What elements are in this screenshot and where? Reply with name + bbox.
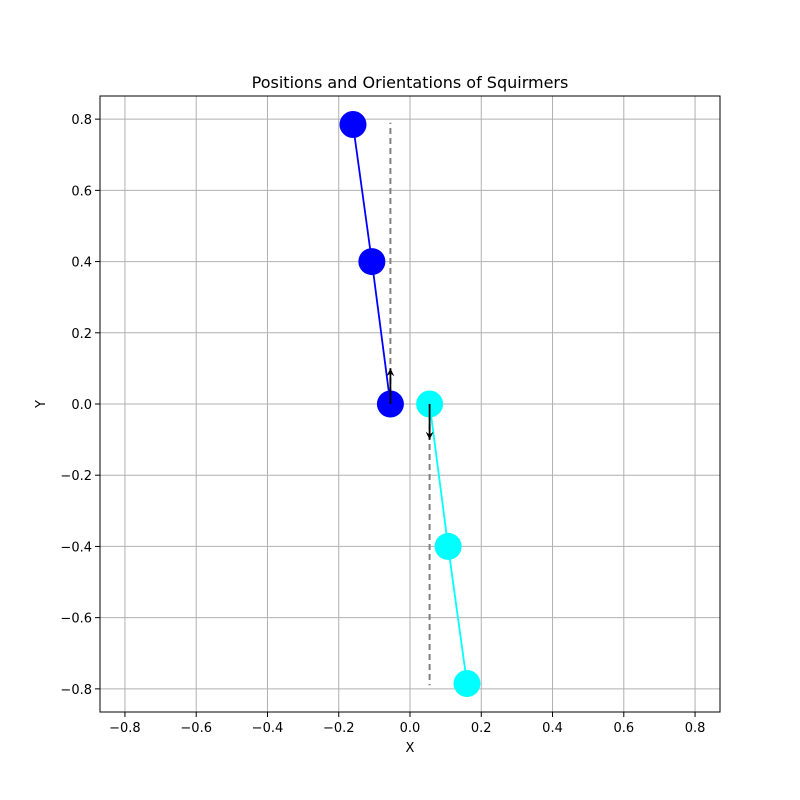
squirmer-marker [339, 110, 367, 138]
squirmer-marker [358, 248, 386, 276]
squirmer-marker [453, 670, 481, 698]
x-tick-label: 0.6 [613, 721, 634, 736]
orientation-arrow [386, 368, 395, 404]
chart-title: Positions and Orientations of Squirmers [252, 73, 569, 92]
x-tick-label: 0.8 [685, 721, 706, 736]
x-tick-label: 0.4 [542, 721, 563, 736]
y-tick-label: 0.6 [71, 184, 92, 199]
grid-layer [100, 96, 720, 712]
y-tick-label: 0.4 [71, 256, 92, 271]
y-axis-label: Y [34, 400, 49, 409]
orientation-arrow-head [386, 368, 395, 377]
y-tick-label: 0.0 [71, 398, 92, 413]
x-tick-label: −0.8 [109, 721, 141, 736]
y-tick-label: 0.8 [71, 113, 92, 128]
orientation-arrow [425, 404, 434, 440]
y-tick-label: −0.2 [60, 469, 92, 484]
y-tick-label: −0.8 [60, 683, 92, 698]
orientation-arrow-head [425, 431, 434, 440]
x-axis-label: X [406, 741, 415, 756]
x-tick-label: 0.2 [471, 721, 492, 736]
y-tick-label: −0.4 [60, 540, 92, 555]
x-tick-label: 0.0 [400, 721, 421, 736]
data-layer [339, 110, 481, 698]
squirmer-marker [434, 532, 462, 560]
x-tick-label: −0.6 [180, 721, 212, 736]
tick-layer: −0.8 −0.6 −0.4 −0.2 0.0 0.2 0.4 0.6 0.8 −0.8 −0.6 −… [60, 113, 705, 736]
x-tick-label: −0.4 [252, 721, 284, 736]
x-tick-label: −0.2 [323, 721, 355, 736]
y-tick-label: 0.2 [71, 327, 92, 342]
y-tick-label: −0.6 [60, 612, 92, 627]
